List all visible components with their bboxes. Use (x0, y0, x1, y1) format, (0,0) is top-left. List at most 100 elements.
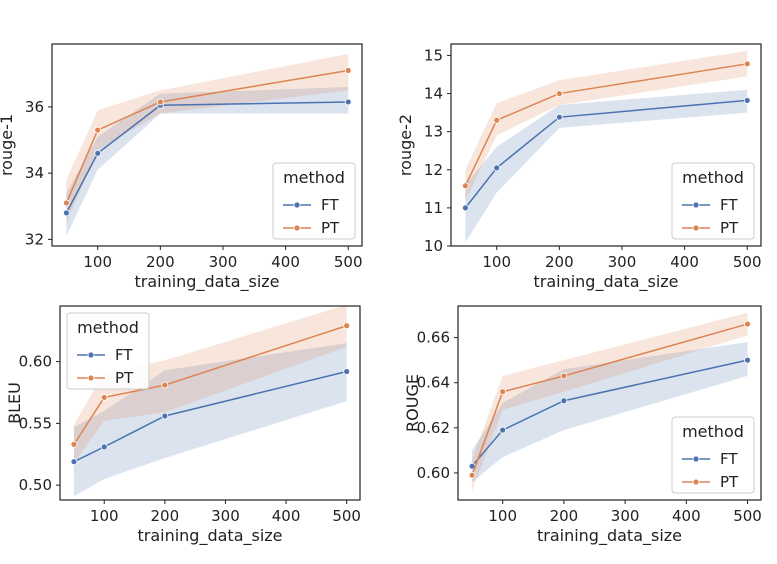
x-tick-label: 500 (733, 253, 762, 271)
x-tick-label: 100 (90, 507, 119, 525)
legend-label-pt: PT (720, 219, 739, 237)
x-tick-label: 100 (488, 507, 517, 525)
data-point-ft (344, 98, 352, 106)
data-point-pt (156, 98, 164, 106)
legend-marker-pt (293, 224, 301, 232)
legend-label-ft: FT (115, 346, 133, 364)
legend-box (66, 312, 150, 390)
y-tick-label: 15 (424, 46, 443, 64)
y-tick-label: 0.66 (417, 329, 450, 347)
x-tick-label: 300 (211, 507, 240, 525)
y-tick-label: 0.55 (19, 414, 52, 432)
x-tick-label: 300 (608, 253, 637, 271)
x-tick-label: 500 (332, 507, 361, 525)
data-point-pt (744, 320, 751, 328)
legend-marker-ft (293, 201, 301, 209)
legend-box (272, 162, 356, 240)
data-point-pt (493, 116, 501, 124)
y-tick-label: 36 (25, 98, 44, 116)
series-line-pt (464, 63, 748, 187)
y-tick-label: 13 (424, 123, 443, 141)
x-tick-label: 500 (334, 253, 363, 271)
data-point-pt (555, 90, 563, 97)
data-point-pt (161, 381, 169, 389)
legend-label-ft: FT (321, 196, 339, 214)
legend-label-pt: PT (115, 369, 134, 387)
series-line-ft (73, 370, 347, 463)
ci-band-pt (472, 312, 748, 491)
data-point-ft (499, 426, 507, 434)
y-tick-label: 11 (424, 199, 443, 217)
x-axis-label: training_data_size (134, 272, 279, 292)
y-axis-label: rouge-2 (396, 114, 415, 176)
y-tick-label: 0.60 (417, 464, 450, 482)
legend: method FT PT (671, 416, 755, 494)
legend-title: method (77, 318, 139, 337)
legend-box (671, 162, 755, 240)
data-point-pt (63, 199, 70, 207)
x-tick-label: 400 (272, 507, 301, 525)
data-point-pt (560, 372, 568, 380)
ci-band-ft (73, 343, 347, 497)
chart-panel-2: 100 200 300 400 500 10 11 12 13 14 15 training_data… (396, 43, 762, 292)
legend-marker-ft (692, 201, 700, 209)
ci-band-ft (472, 342, 748, 482)
x-tick-label: 400 (672, 507, 701, 525)
data-point-ft (744, 356, 751, 364)
data-point-pt (499, 388, 507, 396)
x-tick-label: 200 (146, 253, 175, 271)
x-axis-label: training_data_size (137, 526, 282, 546)
legend: method FT PT (272, 162, 356, 240)
ci-band-pt (73, 304, 347, 463)
ci-band-pt (66, 53, 349, 223)
chart-panel-4: 100 200 300 400 500 0.60 0.62 0.64 0.66 training_… (403, 305, 762, 546)
x-tick-label: 200 (550, 507, 579, 525)
y-axis-label: ROUGE (403, 374, 422, 432)
legend-marker-ft (87, 351, 95, 359)
legend-box (671, 416, 755, 494)
ci-band-pt (465, 50, 748, 201)
y-tick-label: 0.62 (417, 419, 450, 437)
data-point-ft (100, 443, 108, 451)
y-axis-label: BLEU (5, 382, 24, 424)
x-tick-label: 300 (209, 253, 238, 271)
plot-frame (51, 43, 363, 247)
series-line-pt (471, 323, 748, 476)
legend-title: method (682, 422, 744, 441)
y-tick-label: 34 (25, 164, 44, 182)
data-point-ft (493, 164, 501, 172)
series-line-pt (65, 69, 349, 204)
data-point-ft (462, 204, 469, 212)
x-tick-label: 200 (545, 253, 574, 271)
x-tick-label: 400 (670, 253, 699, 271)
data-point-ft (560, 397, 568, 405)
y-tick-label: 10 (424, 237, 443, 255)
series-line-pt (73, 325, 347, 445)
data-point-ft (63, 209, 70, 217)
data-point-ft (743, 97, 751, 104)
data-point-pt (462, 182, 469, 190)
y-tick-label: 12 (424, 161, 443, 179)
series-line-ft (65, 101, 349, 214)
series-line-ft (471, 359, 748, 467)
y-tick-label: 14 (424, 85, 443, 103)
x-tick-label: 400 (271, 253, 300, 271)
x-tick-label: 500 (733, 507, 762, 525)
series-line-ft (464, 99, 748, 209)
data-point-ft (70, 458, 78, 466)
data-point-pt (70, 440, 78, 448)
legend-title: method (682, 168, 744, 187)
data-point-pt (343, 322, 351, 330)
y-tick-label: 0.60 (19, 353, 52, 371)
legend-marker-pt (692, 478, 700, 486)
data-point-pt (100, 394, 108, 401)
ci-band-ft (465, 89, 748, 243)
x-tick-label: 100 (83, 253, 112, 271)
x-tick-label: 200 (151, 507, 180, 525)
data-point-pt (468, 471, 476, 479)
plot-frame (450, 43, 762, 247)
plot-frame (457, 305, 762, 501)
data-point-ft (343, 368, 351, 375)
x-axis-label: training_data_size (537, 526, 682, 546)
